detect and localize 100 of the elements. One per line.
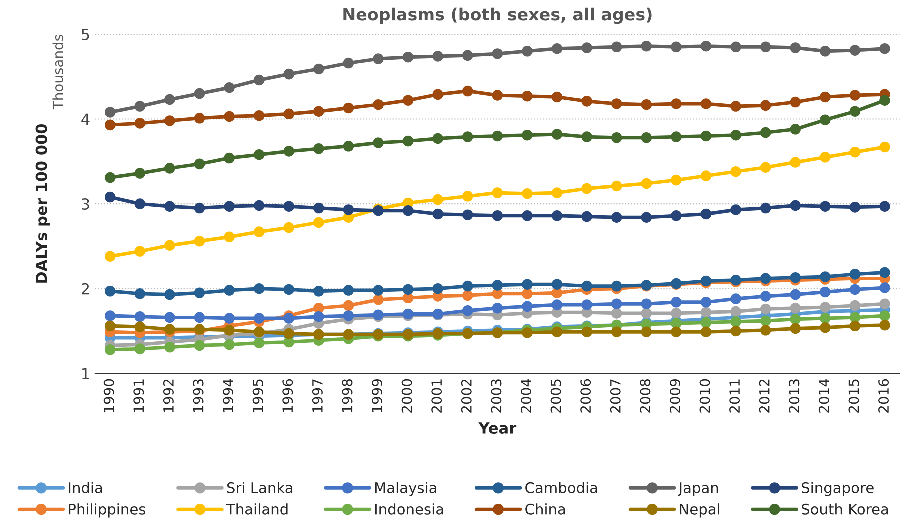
x-tick-label: 2013 <box>789 380 800 413</box>
point <box>134 322 146 332</box>
point <box>284 313 294 324</box>
x-tick-label: 2008 <box>640 379 651 413</box>
point <box>641 132 652 144</box>
point <box>671 308 682 319</box>
point <box>611 42 622 53</box>
point <box>134 344 146 354</box>
point <box>194 88 206 100</box>
point <box>671 98 682 110</box>
point <box>343 285 354 296</box>
point <box>790 289 802 300</box>
point <box>522 46 533 57</box>
point <box>671 42 682 53</box>
point <box>254 226 265 238</box>
point <box>760 202 772 214</box>
point <box>104 120 116 131</box>
point <box>880 282 890 294</box>
point <box>104 286 116 297</box>
y-tick-label: 1 <box>82 368 90 380</box>
point <box>254 110 265 122</box>
point <box>790 42 802 54</box>
point <box>134 311 146 322</box>
legend-label: Singapore <box>802 482 874 496</box>
point <box>224 339 235 350</box>
point <box>492 210 504 222</box>
x-tick-label: 2009 <box>670 379 680 413</box>
point <box>611 180 622 192</box>
point <box>730 294 742 304</box>
point <box>284 146 294 157</box>
point <box>164 240 176 251</box>
x-tick-label: 2002 <box>461 380 472 413</box>
legend-label: Thailand <box>226 504 288 515</box>
point <box>254 313 265 324</box>
x-tick-label: 2003 <box>491 380 502 413</box>
point <box>224 232 235 243</box>
point <box>582 42 592 54</box>
point <box>790 323 802 334</box>
point <box>552 279 563 290</box>
x-tick-label: 1997 <box>312 380 323 412</box>
point <box>671 174 682 186</box>
point <box>790 314 802 325</box>
point <box>402 205 414 216</box>
point <box>730 306 742 318</box>
point <box>224 285 235 296</box>
point <box>164 94 176 106</box>
point <box>552 188 563 198</box>
point <box>700 297 712 308</box>
point <box>522 210 533 222</box>
x-tick-label: 2011 <box>730 380 740 413</box>
point <box>820 201 831 212</box>
point <box>850 300 861 312</box>
point <box>164 342 176 353</box>
x-tick-label: 1993 <box>193 380 204 412</box>
point <box>432 194 444 206</box>
point <box>314 311 324 322</box>
y-tick-label: 3 <box>82 198 90 210</box>
point <box>641 99 652 110</box>
point <box>552 43 563 54</box>
point <box>284 284 294 296</box>
point <box>522 279 533 290</box>
point <box>224 325 235 336</box>
point <box>641 298 652 310</box>
point <box>254 149 265 160</box>
point <box>314 144 324 154</box>
point <box>641 308 652 319</box>
point <box>104 344 116 356</box>
point <box>820 152 831 163</box>
point <box>820 322 831 334</box>
point <box>671 326 682 338</box>
point <box>730 316 742 328</box>
point <box>402 136 414 147</box>
point <box>552 326 563 338</box>
point <box>760 304 772 315</box>
point <box>104 310 116 322</box>
legend-label: China <box>526 504 566 515</box>
point <box>880 201 890 212</box>
point <box>254 283 265 294</box>
point <box>343 300 354 312</box>
point <box>880 95 890 106</box>
point <box>790 157 802 168</box>
legend-label: Sri Lanka <box>227 482 293 494</box>
point <box>820 272 831 282</box>
point <box>730 42 742 53</box>
point <box>850 106 861 117</box>
point <box>790 302 802 314</box>
point <box>314 217 324 228</box>
point <box>850 45 861 56</box>
legend-label: Japan <box>678 482 718 496</box>
point <box>284 108 294 120</box>
point <box>492 130 504 142</box>
point <box>134 101 146 112</box>
point <box>820 302 831 313</box>
point <box>314 106 324 117</box>
x-axis-title: Year <box>478 422 517 434</box>
point <box>730 130 742 141</box>
point <box>522 328 533 338</box>
point <box>343 141 354 152</box>
point <box>730 204 742 216</box>
point <box>552 92 563 103</box>
